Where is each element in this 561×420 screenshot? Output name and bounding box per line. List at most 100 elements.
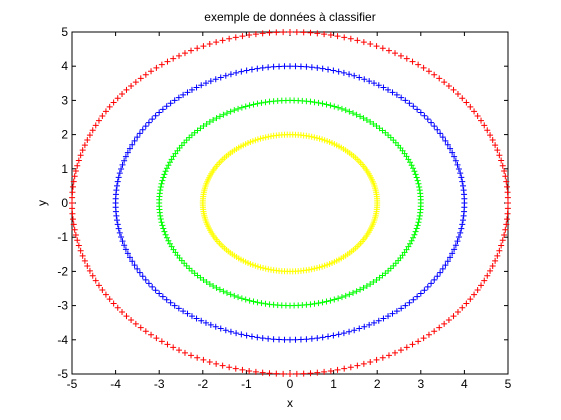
data-point-marker <box>373 356 380 363</box>
data-point-marker <box>503 221 510 228</box>
data-point-marker <box>442 137 449 144</box>
data-point-marker <box>188 86 195 93</box>
data-point-marker <box>444 258 451 265</box>
data-point-marker <box>270 336 277 343</box>
data-point-marker <box>243 332 250 339</box>
data-point-marker <box>376 125 383 132</box>
data-point-marker <box>375 317 382 324</box>
x-axis-label: x <box>287 396 293 410</box>
data-point-marker <box>346 291 353 298</box>
data-point-marker <box>280 29 287 36</box>
data-point-marker <box>206 281 213 288</box>
data-point-marker <box>161 171 168 178</box>
data-point-marker <box>307 301 314 308</box>
data-point-marker <box>110 99 117 106</box>
data-point-marker <box>259 335 266 342</box>
data-point-marker <box>373 123 380 130</box>
data-point-marker <box>397 347 404 354</box>
data-point-marker <box>402 302 409 309</box>
data-point-marker <box>504 183 511 190</box>
data-point-marker <box>99 112 106 119</box>
data-point-marker <box>84 137 91 144</box>
data-point-marker <box>319 263 326 270</box>
data-point-marker <box>504 216 511 223</box>
data-point-marker <box>501 167 508 174</box>
data-point-marker <box>220 111 227 118</box>
data-point-marker <box>428 119 435 126</box>
data-point-marker <box>242 296 249 303</box>
data-point-marker <box>159 106 166 113</box>
data-point-marker <box>416 183 423 190</box>
data-point-marker <box>311 300 318 307</box>
data-point-marker <box>411 231 418 238</box>
data-point-marker <box>363 116 370 123</box>
data-point-marker <box>163 103 170 110</box>
data-point-marker <box>164 341 171 348</box>
data-point-marker <box>441 79 448 86</box>
data-point-marker <box>347 364 354 371</box>
data-point-marker <box>235 294 242 301</box>
data-point-marker <box>254 299 261 306</box>
data-point-marker <box>69 189 76 196</box>
data-point-marker <box>375 82 382 89</box>
data-point-marker <box>366 321 373 328</box>
data-point-marker <box>325 66 332 73</box>
data-point-marker <box>163 165 170 172</box>
data-point-marker <box>158 338 165 345</box>
data-point-marker <box>307 370 314 377</box>
data-point-marker <box>233 69 240 76</box>
data-point-marker <box>273 29 280 36</box>
data-point-marker <box>167 299 174 306</box>
data-point-marker <box>371 319 378 326</box>
data-point-marker <box>280 370 287 377</box>
data-point-marker <box>95 282 102 289</box>
data-point-marker <box>499 237 506 244</box>
data-point-marker <box>414 106 421 113</box>
data-point-marker <box>494 147 501 154</box>
data-point-marker <box>315 300 322 307</box>
data-point-marker <box>287 371 293 377</box>
data-point-marker <box>415 180 422 187</box>
data-point-marker <box>159 293 166 300</box>
data-point-marker <box>361 76 368 83</box>
data-point-marker <box>216 286 223 293</box>
data-point-marker <box>447 145 454 152</box>
data-point-marker <box>454 238 461 245</box>
data-point-marker <box>351 327 358 334</box>
y-tick-label: 1 <box>61 162 68 176</box>
x-tick-label: 4 <box>461 377 468 391</box>
data-point-marker <box>254 263 261 270</box>
data-point-marker <box>226 364 233 371</box>
data-point-marker <box>439 134 446 141</box>
data-point-marker <box>193 84 200 91</box>
data-point-marker <box>69 210 76 217</box>
data-point-marker <box>139 273 146 280</box>
data-point-marker <box>459 178 466 185</box>
data-point-marker <box>171 302 178 309</box>
data-point-marker <box>319 65 326 72</box>
data-point-marker <box>200 43 207 50</box>
data-point-marker <box>213 115 220 122</box>
data-point-marker <box>79 147 86 154</box>
data-point-marker <box>69 205 76 212</box>
data-point-marker <box>152 112 159 119</box>
data-point-marker <box>254 65 261 72</box>
data-point-marker <box>163 234 170 241</box>
data-point-marker <box>219 37 226 44</box>
data-point-marker <box>314 335 321 342</box>
data-point-marker <box>393 308 400 315</box>
series-ring-3 <box>69 29 511 377</box>
y-axis: -5 -4 -3 -2 -1 0 1 2 3 4 5 <box>57 25 508 381</box>
data-point-marker <box>206 41 213 48</box>
data-point-marker <box>341 365 348 372</box>
data-point-marker <box>81 142 88 149</box>
data-point-marker <box>132 79 139 86</box>
data-point-marker <box>70 178 77 185</box>
data-point-marker <box>231 107 238 114</box>
data-point-marker <box>327 367 334 374</box>
data-point-marker <box>102 291 109 298</box>
data-point-marker <box>163 296 170 303</box>
data-point-marker <box>202 319 209 326</box>
data-point-marker <box>292 336 299 343</box>
data-point-marker <box>385 86 392 93</box>
